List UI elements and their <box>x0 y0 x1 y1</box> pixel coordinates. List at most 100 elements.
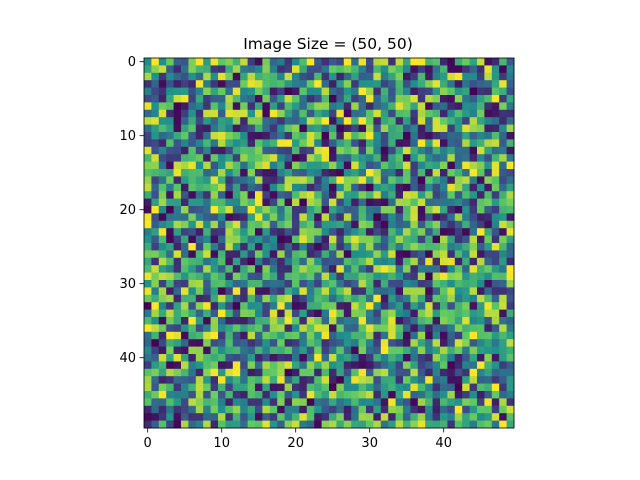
heatmap-cell <box>299 309 308 318</box>
heatmap-cell <box>491 309 500 318</box>
heatmap-cell <box>469 354 478 362</box>
heatmap-cell <box>247 280 256 288</box>
heatmap-cell <box>447 361 456 370</box>
heatmap-cell <box>447 346 456 355</box>
heatmap-cell <box>491 391 500 399</box>
heatmap-cell <box>403 109 411 118</box>
heatmap-cell <box>469 250 478 259</box>
heatmap-cell <box>358 95 367 103</box>
heatmap-cell <box>218 206 226 214</box>
heatmap-cell <box>188 346 197 355</box>
heatmap-cell <box>166 398 174 407</box>
heatmap-cell <box>388 346 396 355</box>
heatmap-cell <box>491 72 500 81</box>
heatmap-cell <box>403 413 411 421</box>
heatmap-cell <box>210 287 219 296</box>
heatmap-cell <box>366 368 374 377</box>
heatmap-cell <box>477 361 485 370</box>
heatmap-cell <box>232 183 241 192</box>
heatmap-cell <box>484 420 493 429</box>
heatmap-cell <box>410 405 419 414</box>
heatmap-cell <box>306 132 315 140</box>
heatmap-cell <box>284 420 293 429</box>
heatmap-cell <box>410 280 419 288</box>
heatmap-cell <box>366 146 374 155</box>
heatmap-cell <box>195 124 204 133</box>
heatmap-cell <box>203 354 211 362</box>
heatmap-cell <box>262 287 271 296</box>
heatmap-cell <box>366 391 374 399</box>
heatmap-cell <box>321 331 330 340</box>
heatmap-cell <box>277 117 285 125</box>
heatmap-cell <box>425 280 433 288</box>
heatmap-cell <box>218 294 226 303</box>
y-tick-label: 0 <box>128 55 136 70</box>
heatmap-cell <box>299 235 308 244</box>
heatmap-cell <box>247 346 256 355</box>
heatmap-cell <box>277 198 285 207</box>
heatmap-cell <box>166 368 174 377</box>
heatmap-cell <box>262 383 271 392</box>
heatmap-cell <box>166 383 174 392</box>
heatmap-cell <box>240 154 248 162</box>
heatmap-cell <box>484 139 493 148</box>
heatmap-cell <box>232 154 241 162</box>
heatmap-cell <box>358 80 367 88</box>
heatmap-cell <box>166 361 174 370</box>
heatmap-cell <box>366 317 374 325</box>
heatmap-cell <box>388 287 396 296</box>
heatmap-cell <box>262 117 271 125</box>
heatmap-cell <box>314 228 322 236</box>
heatmap-cell <box>144 287 152 296</box>
heatmap-cell <box>336 95 345 103</box>
heatmap-cell <box>188 161 197 170</box>
heatmap-cell <box>306 250 315 259</box>
heatmap-cell <box>351 280 359 288</box>
heatmap-cell <box>454 65 463 74</box>
heatmap-cell <box>269 361 278 370</box>
heatmap-cell <box>351 317 359 325</box>
heatmap-cell <box>158 339 167 347</box>
y-tick-label: 20 <box>119 203 136 218</box>
heatmap-cell <box>299 317 308 325</box>
heatmap-cell <box>269 176 278 185</box>
heatmap-cell <box>195 87 204 96</box>
heatmap-cell <box>203 183 211 192</box>
heatmap-cell <box>506 376 515 384</box>
heatmap-cell <box>314 235 322 244</box>
heatmap-cell <box>403 354 411 362</box>
heatmap-cell <box>462 65 470 74</box>
heatmap-cell <box>181 324 189 333</box>
heatmap-cell <box>432 117 441 125</box>
heatmap-cell <box>203 80 211 88</box>
y-tick-label: 40 <box>119 351 136 366</box>
heatmap-cell <box>469 183 478 192</box>
heatmap-cell <box>499 228 507 236</box>
heatmap-cell <box>284 139 293 148</box>
heatmap-cell <box>151 117 160 125</box>
heatmap-cell <box>173 265 182 273</box>
heatmap-cell <box>366 383 374 392</box>
heatmap-cell <box>158 228 167 236</box>
heatmap-cell <box>358 287 367 296</box>
heatmap-cell <box>454 368 463 377</box>
heatmap-cell <box>358 317 367 325</box>
heatmap-cell <box>269 405 278 414</box>
heatmap-cell <box>218 213 226 222</box>
heatmap-cell <box>181 391 189 399</box>
heatmap-cell <box>292 95 300 103</box>
heatmap-cell <box>477 146 485 155</box>
heatmap-cell <box>417 87 426 96</box>
heatmap-cell <box>195 383 204 392</box>
heatmap-cell <box>491 339 500 347</box>
heatmap-cell <box>417 139 426 148</box>
heatmap-cell <box>343 257 352 266</box>
heatmap-cell <box>210 243 219 251</box>
heatmap-cell <box>188 376 197 384</box>
heatmap-cell <box>395 346 404 355</box>
heatmap-cell <box>292 294 300 303</box>
heatmap-cell <box>188 102 197 111</box>
heatmap-cell <box>403 72 411 81</box>
heatmap-cell <box>269 146 278 155</box>
heatmap-cell <box>210 80 219 88</box>
